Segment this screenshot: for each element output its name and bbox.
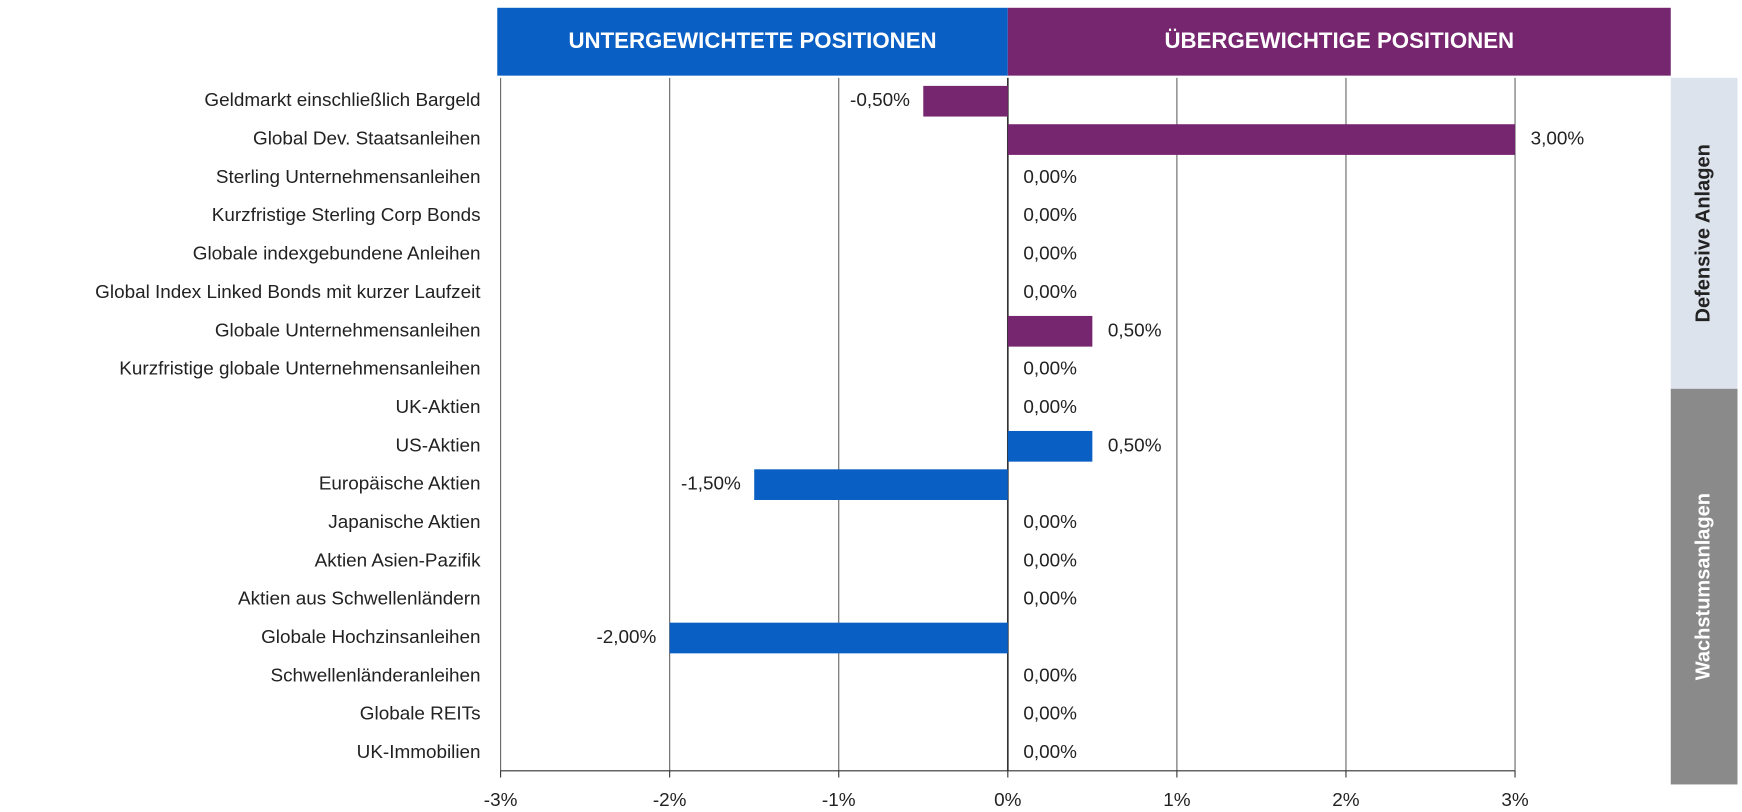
value-label: 0,00% (1023, 550, 1077, 571)
x-tick-label: 2% (1332, 790, 1360, 811)
category-label: Japanische Aktien (328, 512, 480, 533)
group-band (1670, 77, 1738, 389)
value-label: 0,00% (1023, 167, 1077, 188)
category-label: US-Aktien (396, 435, 481, 456)
value-label: 0,00% (1023, 665, 1077, 686)
header-right-band (1007, 7, 1671, 76)
value-label: -0,50% (850, 90, 910, 111)
value-label: 0,50% (1108, 320, 1162, 341)
bar (1007, 315, 1093, 347)
category-label: Global Index Linked Bonds mit kurzer Lau… (95, 282, 481, 303)
value-label: 0,00% (1023, 282, 1077, 303)
value-label: 0,00% (1023, 742, 1077, 763)
x-tick-label: -2% (653, 790, 687, 811)
category-label: Global Dev. Staatsanleihen (253, 129, 481, 150)
header-left-band (497, 7, 1008, 76)
category-label: UK-Immobilien (357, 742, 481, 763)
group-band (1670, 388, 1738, 785)
category-label: Aktien aus Schwellenländern (238, 589, 481, 610)
category-label: Kurzfristige globale Unternehmensanleihe… (119, 359, 480, 380)
category-label: Europäische Aktien (319, 474, 481, 495)
value-label: 3,00% (1531, 129, 1585, 150)
category-label: Globale Unternehmensanleihen (215, 320, 481, 341)
x-tick-label: 3% (1501, 790, 1529, 811)
category-label: UK-Aktien (396, 397, 481, 418)
category-label: Sterling Unternehmensanleihen (216, 167, 481, 188)
value-label: 0,50% (1108, 435, 1162, 456)
group-label: Defensive Anlagen (1692, 144, 1714, 322)
x-tick-label: 0% (994, 790, 1022, 811)
value-label: 0,00% (1023, 512, 1077, 533)
category-label: Schwellenländeranleihen (271, 665, 481, 686)
value-label: 0,00% (1023, 589, 1077, 610)
value-label: 0,00% (1023, 244, 1077, 265)
category-label: Geldmarkt einschließlich Bargeld (204, 90, 480, 111)
category-label: Globale REITs (360, 704, 481, 725)
header-left: UNTERGEWICHTETE POSITIONEN (568, 28, 936, 53)
value-label: 0,00% (1023, 704, 1077, 725)
category-label: Globale indexgebundene Anleihen (193, 244, 481, 265)
category-label: Globale Hochzinsanleihen (261, 627, 480, 648)
value-label: 0,00% (1023, 359, 1077, 380)
header-right: ÜBERGEWICHTIGE POSITIONEN (1164, 28, 1514, 53)
bar (669, 622, 1008, 654)
bar (754, 469, 1008, 500)
bar (1007, 430, 1093, 462)
category-label: Aktien Asien-Pazifik (315, 550, 481, 571)
value-label: 0,00% (1023, 397, 1077, 418)
group-label: Wachstumsanlagen (1692, 493, 1714, 680)
value-label: 0,00% (1023, 205, 1077, 226)
value-label: -1,50% (681, 474, 741, 495)
x-tick-label: 1% (1163, 790, 1191, 811)
bar (923, 85, 1008, 117)
category-label: Kurzfristige Sterling Corp Bonds (212, 205, 481, 226)
x-tick-label: -3% (484, 790, 518, 811)
x-tick-label: -1% (822, 790, 856, 811)
value-label: -2,00% (596, 627, 656, 648)
bar (1007, 124, 1516, 155)
